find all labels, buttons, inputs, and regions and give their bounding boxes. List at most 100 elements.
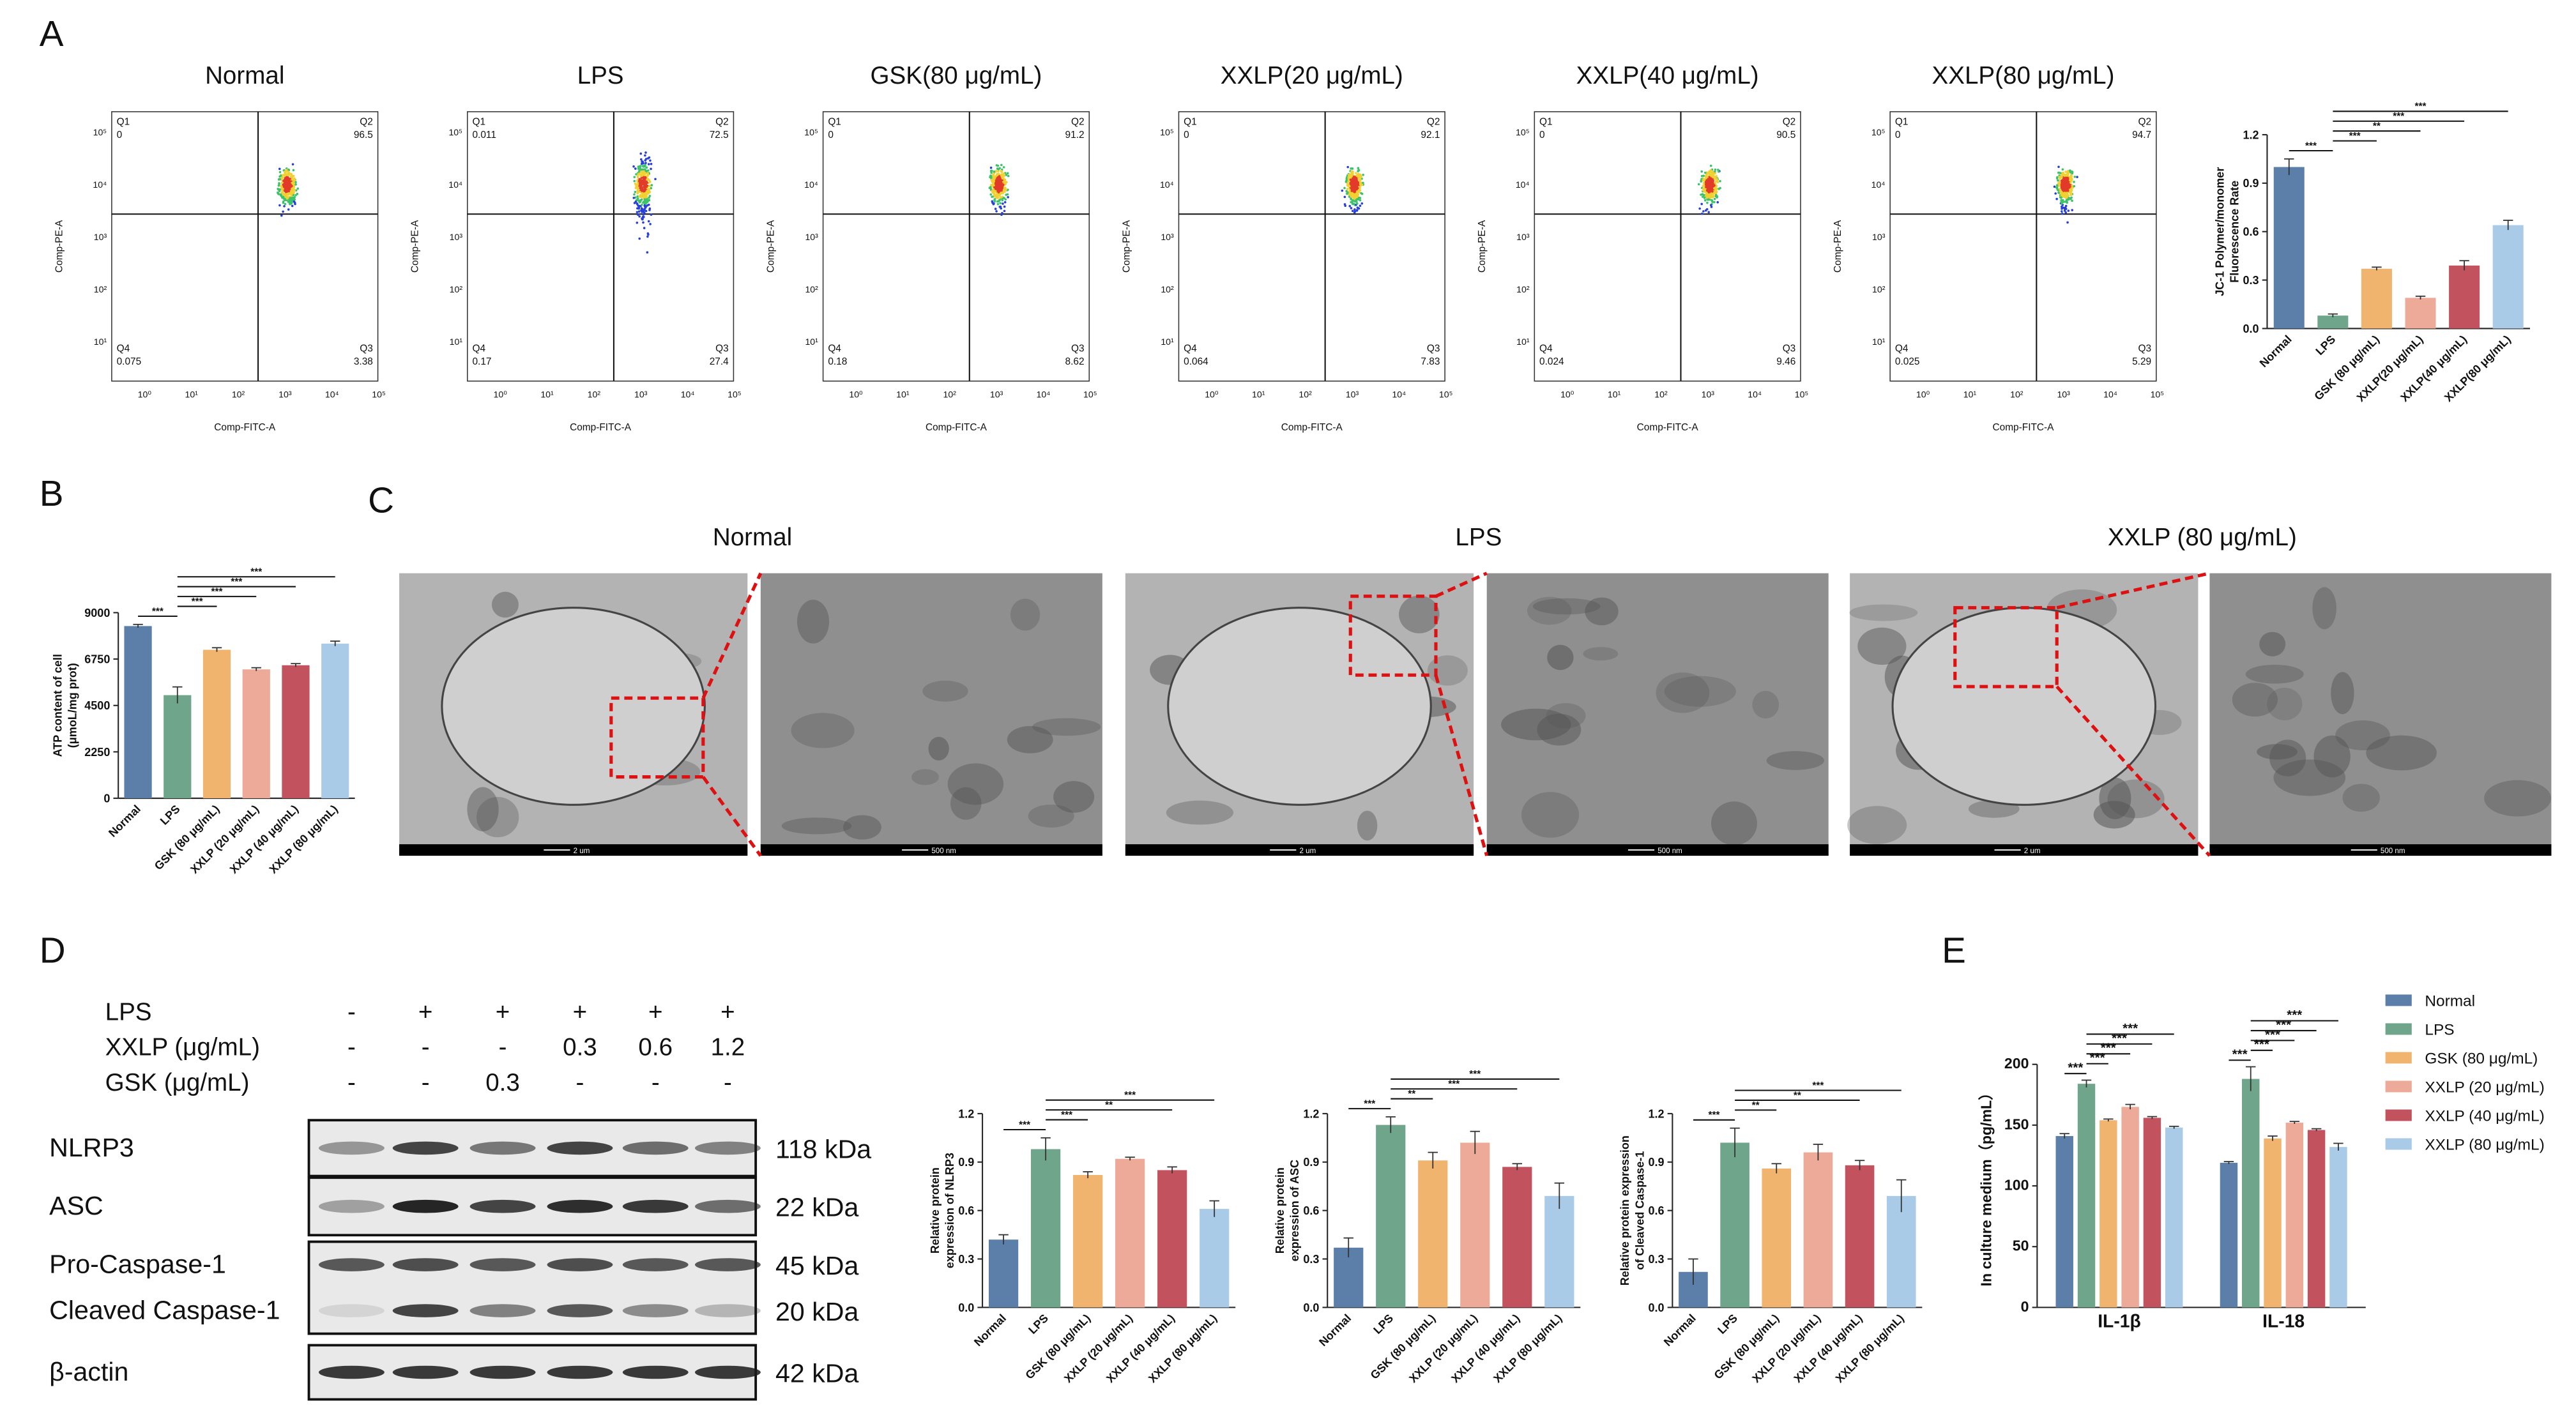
- significance-label: ***: [2349, 131, 2361, 142]
- event: [1348, 189, 1352, 192]
- x-tick-label: 10⁵: [1083, 389, 1097, 399]
- event: [644, 169, 647, 172]
- event: [291, 196, 294, 199]
- significance-label: ***: [192, 596, 203, 607]
- event: [1346, 165, 1350, 169]
- tem-texture: [928, 736, 949, 761]
- event: [1719, 186, 1721, 190]
- event: [1709, 164, 1712, 167]
- y-tick-label: 200: [2004, 1055, 2029, 1072]
- event: [278, 178, 281, 181]
- event: [994, 208, 997, 210]
- label: Q4: [472, 343, 485, 354]
- event: [283, 174, 286, 178]
- significance-label: ***: [1709, 1110, 1720, 1121]
- event: [1700, 180, 1703, 183]
- tem-texture: [2232, 683, 2278, 717]
- event: [648, 190, 650, 193]
- event: [2063, 209, 2066, 212]
- label: Q4: [1539, 343, 1553, 354]
- band: [547, 1365, 613, 1379]
- y-axis-label: Comp-PE-A: [1477, 220, 1488, 273]
- quadrant-value: 72.5: [710, 130, 729, 140]
- y-axis-label: Comp-PE-A: [765, 220, 776, 273]
- event: [642, 221, 644, 224]
- y-axis-label: (μmoL/mg prot): [66, 663, 79, 748]
- event: [285, 176, 287, 179]
- event: [1713, 197, 1716, 201]
- label: Q1: [1539, 117, 1553, 128]
- y-tick-label: 10³: [1872, 232, 1886, 242]
- y-tick-label: 10³: [450, 232, 463, 242]
- event: [1007, 174, 1010, 178]
- y-tick-label: 10¹: [1872, 337, 1886, 347]
- event: [2066, 174, 2069, 176]
- event: [637, 179, 641, 183]
- event: [640, 176, 643, 179]
- significance-label: ***: [2305, 140, 2317, 151]
- event: [646, 181, 649, 184]
- event: [1000, 191, 1003, 194]
- event: [636, 202, 639, 205]
- bar: [124, 626, 152, 799]
- event: [1702, 193, 1705, 197]
- zoom-link: [2055, 685, 2211, 857]
- significance-label: ***: [1061, 1110, 1072, 1121]
- event: [286, 197, 289, 200]
- y-tick-label: 0.6: [1648, 1204, 1664, 1217]
- event: [1006, 172, 1009, 175]
- plot-title: Normal: [205, 62, 284, 89]
- quadrant-value: 7.83: [1421, 356, 1440, 367]
- significance-label: **: [1794, 1090, 1801, 1101]
- bar: [2143, 1118, 2161, 1308]
- bar: [2121, 1107, 2139, 1308]
- event: [995, 174, 998, 178]
- event: [280, 186, 284, 189]
- event: [1345, 179, 1348, 182]
- event: [1345, 177, 1348, 180]
- event: [633, 176, 636, 179]
- event: [282, 201, 285, 204]
- event: [646, 174, 649, 178]
- event: [1710, 193, 1712, 196]
- event: [636, 183, 639, 186]
- lane-value: 1.2: [711, 1034, 745, 1061]
- event: [1352, 194, 1355, 197]
- legend-label: XXLP (20 μg/mL): [2425, 1079, 2544, 1096]
- event: [1355, 209, 1359, 211]
- event: [293, 196, 296, 199]
- event: [293, 186, 296, 188]
- event: [633, 179, 636, 183]
- event: [1350, 170, 1353, 173]
- nucleus: [441, 607, 706, 806]
- event: [278, 167, 281, 170]
- event: [1003, 205, 1006, 208]
- band: [392, 1304, 459, 1317]
- event: [2058, 183, 2061, 186]
- event: [278, 204, 281, 207]
- event: [1360, 202, 1364, 205]
- bar: [1502, 1167, 1532, 1308]
- zoom-box: [1348, 595, 1438, 677]
- event: [2059, 172, 2062, 174]
- event: [2069, 181, 2072, 185]
- event: [1715, 185, 1718, 188]
- bar: [1115, 1158, 1145, 1308]
- tem-texture: [2273, 759, 2346, 796]
- quadrant-value: 5.29: [2132, 356, 2151, 367]
- event: [646, 172, 650, 175]
- label: Q1: [472, 117, 485, 128]
- event: [284, 180, 287, 183]
- event: [2061, 173, 2064, 176]
- band: [694, 1365, 761, 1379]
- tem-texture: [467, 787, 499, 831]
- quadrant-value: 0: [117, 130, 123, 140]
- event: [293, 184, 296, 187]
- label: Q2: [1783, 117, 1796, 128]
- protein-size: 45 kDa: [775, 1251, 858, 1280]
- bar: [2449, 265, 2480, 329]
- event: [282, 210, 284, 213]
- y-axis-label: Relative protein: [929, 1167, 941, 1254]
- event: [648, 195, 652, 197]
- plot-title: XXLP(20 μg/mL): [1221, 62, 1403, 89]
